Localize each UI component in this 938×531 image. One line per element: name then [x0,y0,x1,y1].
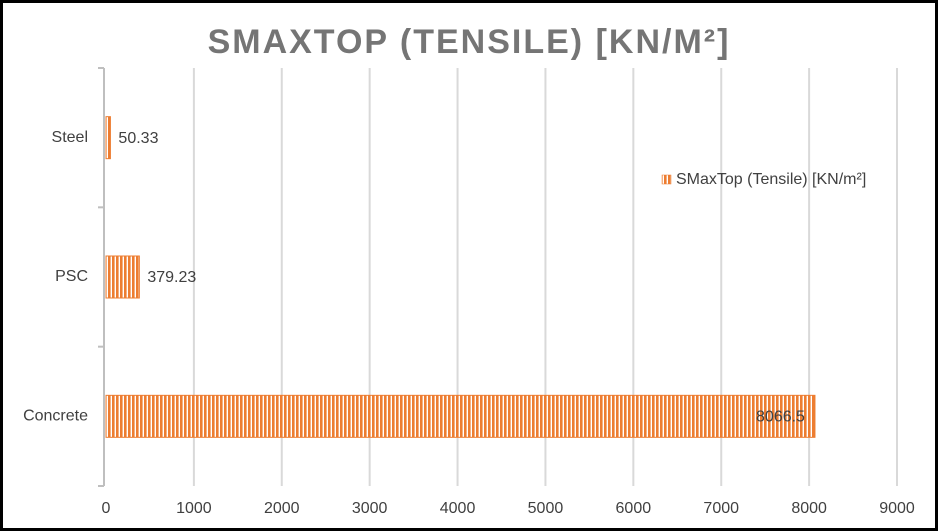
data-label: 8066.5 [756,409,805,426]
y-tick-label: Steel [52,129,88,146]
x-tick-label: 9000 [879,500,915,517]
data-label: 50.33 [118,130,158,147]
x-tick-label: 4000 [440,500,476,517]
bar [105,255,140,299]
x-tick-label: 3000 [352,500,388,517]
x-tick-label: 1000 [176,500,212,517]
x-tick-label: 7000 [703,500,739,517]
x-tick-label: 8000 [791,500,827,517]
x-tick-label: 0 [102,500,111,517]
legend-swatch [661,174,672,185]
chart-title: SMAXTOP (TENSILE) [KN/M²] [208,23,731,61]
x-tick-label: 6000 [616,500,652,517]
bar [105,116,111,160]
y-tick-label: PSC [55,268,88,285]
data-label: 379.23 [147,269,196,286]
bar [105,394,816,438]
x-tick-label: 2000 [264,500,300,517]
y-tick-label: Concrete [23,408,88,425]
x-tick-label: 5000 [528,500,564,517]
legend-label: SMaxTop (Tensile) [KN/m²] [676,171,866,188]
chart-background [3,3,935,528]
